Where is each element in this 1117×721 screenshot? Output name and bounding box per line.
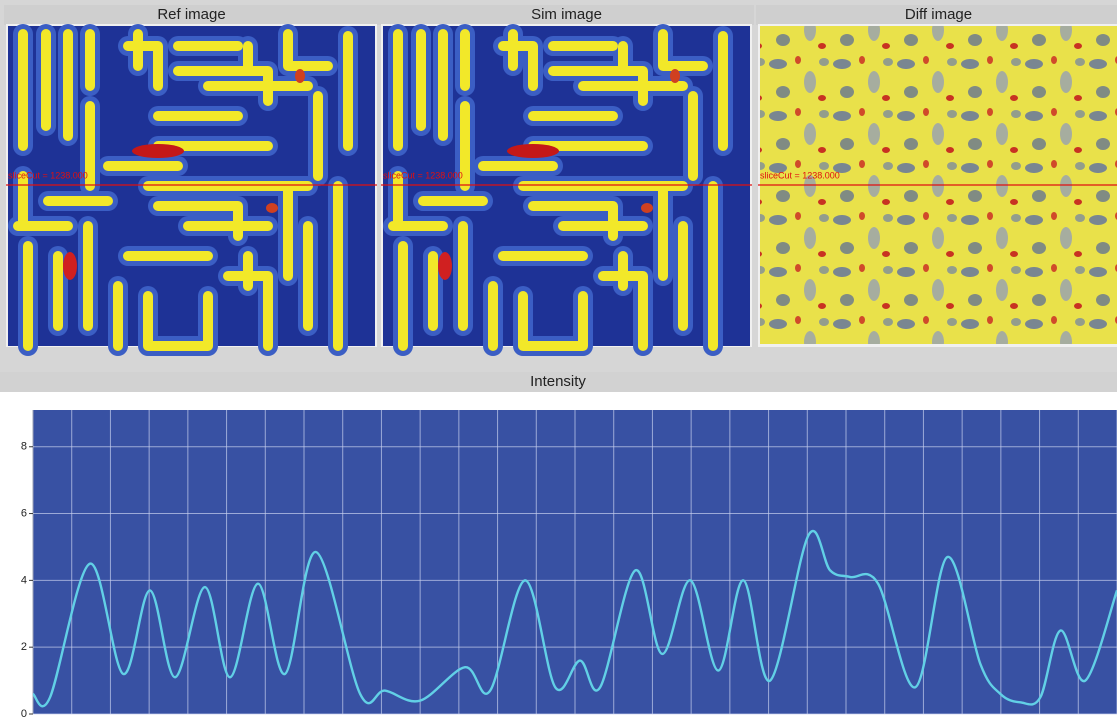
panel-image xyxy=(758,24,1117,347)
panel-title: Sim image xyxy=(531,6,602,23)
y-tick-label: 8 xyxy=(21,441,27,453)
y-tick-label: 6 xyxy=(21,507,27,519)
page: {"panels": [ {"title": "Ref image", "sli… xyxy=(0,0,1117,721)
y-tick-label: 2 xyxy=(21,641,27,653)
chart-title: Intensity xyxy=(530,373,586,390)
slice-label: sliceCut = 1238.000 xyxy=(760,170,840,180)
y-tick-label: 0 xyxy=(21,708,27,720)
panel-title: Diff image xyxy=(905,6,972,23)
image-content xyxy=(8,26,375,346)
slice-label: sliceCut = 1238.000 xyxy=(8,170,88,180)
panel-image xyxy=(381,24,752,347)
chart: 0 2 4 6 8 xyxy=(21,410,1117,720)
image-content xyxy=(383,26,750,346)
screen: Ref image sliceCut = 1238.000 Sim image sli… xyxy=(0,0,1117,721)
panels: Ref image sliceCut = 1238.000 Sim image sli… xyxy=(4,5,1117,347)
slice-label: sliceCut = 1238.000 xyxy=(383,170,463,180)
y-tick-label: 4 xyxy=(21,574,27,586)
panel-image xyxy=(6,24,377,347)
panel-title: Ref image xyxy=(157,6,225,23)
